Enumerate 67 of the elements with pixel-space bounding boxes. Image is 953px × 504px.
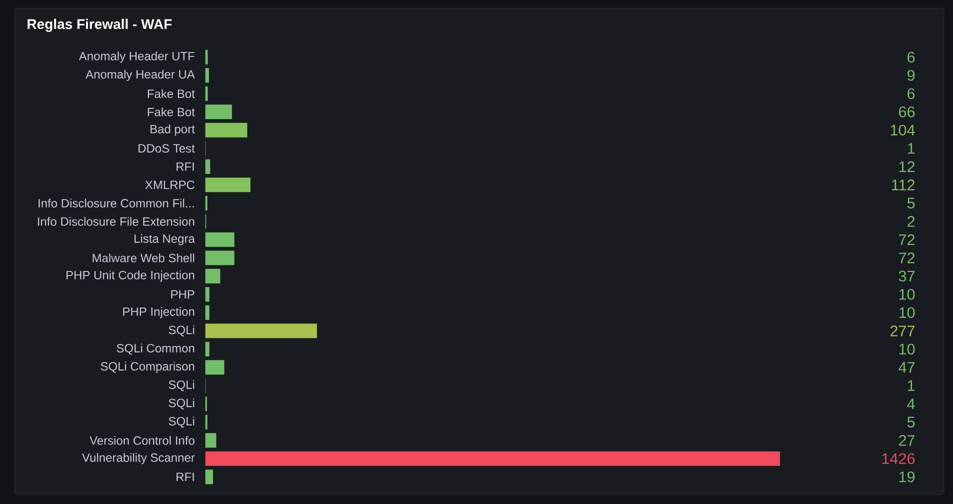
- y-tick-label: RFI: [176, 162, 194, 171]
- y-tick-label: XMLRPC: [145, 180, 194, 190]
- y-tick-label: SQLi: [168, 398, 194, 410]
- data-label: 112: [892, 180, 915, 190]
- data-label: 66: [899, 106, 915, 118]
- bar: [205, 250, 234, 266]
- bar: [205, 68, 209, 83]
- data-label: 12: [899, 161, 915, 172]
- data-label: 19: [899, 471, 915, 482]
- data-label: 4: [907, 398, 915, 410]
- y-tick-label: Malware Web Shell: [92, 253, 194, 262]
- data-label: 1: [908, 380, 915, 391]
- y-tick-label: Anomaly Header UTF: [78, 52, 194, 63]
- y-tick-label: Vulnerability Scanner: [82, 453, 195, 464]
- data-label: 1426: [882, 453, 915, 464]
- bar: [205, 342, 210, 356]
- bar: [205, 50, 208, 64]
- data-label: 72: [899, 252, 915, 264]
- bar: [205, 122, 248, 138]
- y-tick-label: Info Disclosure File Extension: [38, 216, 194, 226]
- bar: [205, 433, 216, 448]
- data-label: 5: [907, 416, 915, 428]
- bar: [205, 232, 234, 247]
- chart-title: Reglas Firewall - WAF: [28, 18, 172, 32]
- bar: [205, 470, 213, 484]
- bar: [205, 268, 220, 284]
- data-label: 5: [907, 198, 915, 208]
- bar: [205, 86, 208, 101]
- y-tick-label: DDoS Test: [138, 144, 195, 153]
- bar: [205, 305, 210, 320]
- bar: [205, 178, 250, 192]
- bar: [205, 104, 232, 120]
- data-label: 1: [908, 143, 915, 154]
- data-label: 9: [907, 70, 915, 81]
- y-tick-label: Info Disclosure Common Fil...: [38, 198, 194, 208]
- y-tick-label: RFI: [176, 472, 194, 482]
- y-tick-label: Fake Bot: [148, 107, 195, 116]
- y-tick-label: Bad port: [150, 124, 195, 136]
- y-tick-label: SQLi Comparison: [100, 362, 194, 373]
- data-label: 10: [899, 288, 915, 300]
- data-label: 27: [899, 435, 915, 446]
- y-tick-label: Anomaly Header UA: [86, 70, 195, 81]
- data-label: 2: [908, 216, 915, 227]
- bar: [205, 360, 224, 375]
- bar: [205, 287, 210, 302]
- bar: [205, 451, 780, 466]
- y-tick-label: SQLi: [168, 380, 194, 392]
- data-label: 104: [890, 124, 915, 136]
- data-label: 6: [908, 88, 915, 100]
- data-label: 277: [890, 326, 915, 336]
- y-tick-label: Version Control Info: [90, 436, 194, 445]
- data-label: 47: [898, 362, 915, 373]
- y-tick-label: SQLi Common: [116, 344, 194, 355]
- data-label: 37: [898, 270, 915, 282]
- y-tick-label: Fake Bot: [148, 89, 195, 98]
- y-tick-label: Lista Negra: [134, 234, 195, 246]
- data-label: 6: [908, 52, 915, 63]
- y-tick-label: PHP Injection: [123, 307, 194, 318]
- y-tick-label: SQLi: [168, 416, 194, 428]
- data-label: 10: [899, 344, 915, 355]
- bar: [205, 324, 317, 338]
- data-label: 72: [899, 234, 915, 245]
- y-tick-label: PHP: [171, 290, 194, 299]
- y-tick-label: PHP Unit Code Injection: [66, 270, 194, 282]
- data-label: 10: [899, 307, 915, 318]
- bar: [205, 159, 210, 174]
- y-tick-label: SQLi: [168, 325, 194, 336]
